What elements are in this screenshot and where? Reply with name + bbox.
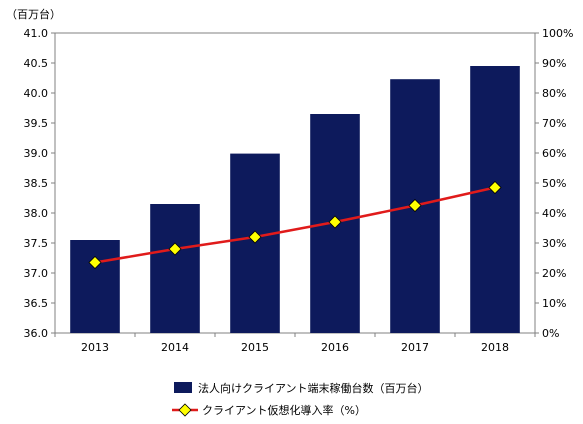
right-tick-label: 70%	[542, 117, 566, 130]
left-tick-label: 40.0	[24, 87, 49, 100]
bar-2018	[470, 66, 520, 333]
right-tick-label: 30%	[542, 237, 566, 250]
left-axis: 36.0 36.5 37.0 37.5 38.0 38.5 39.0 39.5 40.0 40.5…	[24, 27, 56, 340]
legend: 法人向けクライアント端末稼働台数（百万台） クライアント仮想化導入率（%）	[172, 381, 429, 417]
right-tick-label: 0%	[542, 327, 559, 340]
x-tick-label: 2018	[481, 341, 509, 354]
plot-area	[54, 32, 536, 334]
rate-marker-2013	[88, 255, 102, 270]
right-axis: 0% 10% 20% 30% 40% 50% 60% 70% 80% 90% 100%	[534, 27, 573, 340]
left-tick-label: 40.5	[24, 57, 49, 70]
x-tick-label: 2016	[321, 341, 349, 354]
left-tick-label: 36.5	[24, 297, 49, 310]
legend-bar-swatch	[174, 382, 192, 393]
left-tick-label: 39.5	[24, 117, 49, 130]
x-tick-label: 2015	[241, 341, 269, 354]
line-series	[88, 180, 502, 270]
legend-line-marker	[178, 403, 192, 417]
legend-line-label: クライアント仮想化導入率（%）	[202, 403, 366, 417]
unit-label: （百万台）	[6, 7, 61, 21]
legend-bar-label: 法人向けクライアント端末稼働台数（百万台）	[198, 381, 429, 395]
right-tick-label: 20%	[542, 267, 566, 280]
left-tick-label: 36.0	[24, 327, 49, 340]
rate-marker-2016	[328, 215, 342, 229]
bar-series	[70, 66, 520, 333]
rate-line	[94, 186, 496, 264]
right-tick-label: 60%	[542, 147, 566, 160]
rate-marker-2018	[488, 180, 502, 195]
left-tick-label: 37.0	[24, 267, 49, 280]
left-tick-label: 38.0	[24, 207, 49, 220]
x-tick-label: 2017	[401, 341, 429, 354]
x-axis: 2013 2014 2015 2016 2017 2018	[54, 333, 536, 354]
left-tick-label: 38.5	[24, 177, 49, 190]
left-tick-label: 41.0	[24, 27, 49, 40]
right-tick-label: 50%	[542, 177, 566, 190]
right-tick-label: 90%	[542, 57, 566, 70]
left-tick-label: 37.5	[24, 237, 49, 250]
right-tick-label: 10%	[542, 297, 566, 310]
right-tick-label: 40%	[542, 207, 566, 220]
bar-2013	[70, 240, 120, 333]
rate-marker-2014	[168, 242, 182, 256]
left-tick-label: 39.0	[24, 147, 49, 160]
plot-border	[54, 32, 536, 334]
bar-2014	[150, 204, 200, 333]
x-tick-label: 2013	[81, 341, 109, 354]
rate-marker-2017	[408, 198, 422, 213]
x-tick-label: 2014	[161, 341, 189, 354]
right-tick-label: 80%	[542, 87, 566, 100]
rate-marker-2015	[248, 230, 262, 244]
right-tick-label: 100%	[542, 27, 573, 40]
